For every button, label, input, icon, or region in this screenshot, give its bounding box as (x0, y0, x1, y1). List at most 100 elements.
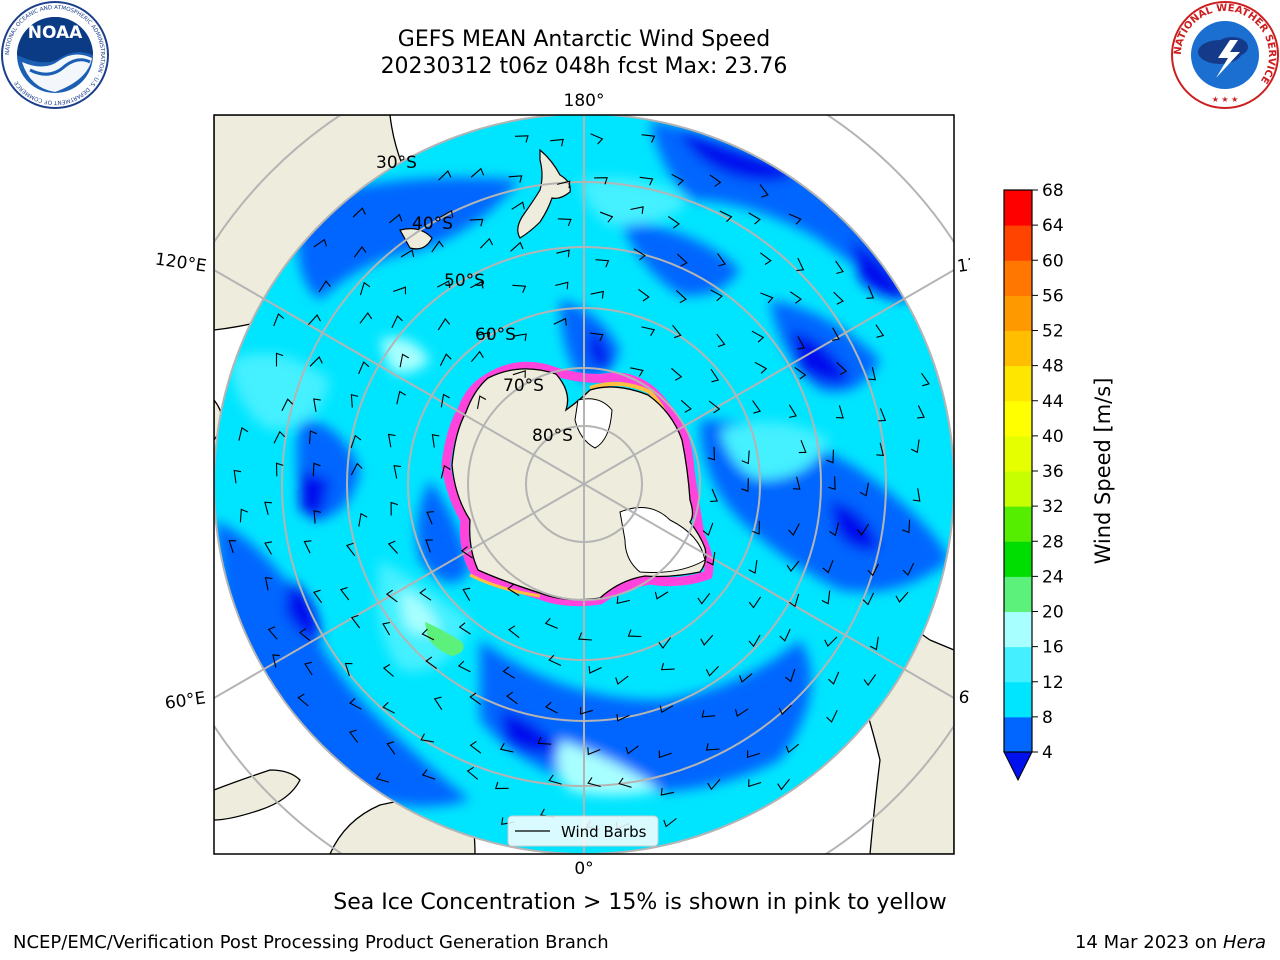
wind-barb (228, 540, 237, 554)
wind-barb (419, 588, 432, 601)
wind-barb (748, 634, 761, 648)
wind-barb (396, 390, 406, 405)
colorbar-band (1004, 716, 1032, 753)
wind-barb (545, 701, 558, 714)
colorbar-tick-label: 68 (1042, 181, 1064, 201)
wind-barb (759, 184, 769, 198)
colorbar-tick-label: 36 (1042, 462, 1064, 482)
wind-barb (510, 241, 524, 252)
wind-barb (387, 433, 396, 448)
colorbar-band (1004, 646, 1032, 683)
wind-barb (700, 634, 714, 646)
wind-barb (350, 434, 362, 449)
wind-barb (627, 629, 642, 638)
colorbar-band (1004, 260, 1032, 296)
wind-barb (921, 372, 930, 387)
wind-barb (641, 326, 656, 336)
wind-barb-legend: Wind Barbs (507, 815, 659, 847)
wind-barb (555, 281, 569, 290)
wind-barb (358, 361, 370, 375)
wind-barb (275, 352, 284, 367)
wind-barb (710, 289, 723, 302)
colorbar-tick-label: 56 (1042, 286, 1064, 306)
wind-barb (458, 622, 471, 635)
wind-barb (590, 133, 604, 145)
wind-barb (553, 317, 567, 326)
wind-barb (660, 662, 675, 671)
wind-barb (462, 587, 471, 602)
wind-barb (298, 628, 311, 642)
lat-label-30s: 30°S (376, 153, 417, 173)
wind-barb (544, 617, 558, 629)
wind-barb (876, 442, 885, 457)
colorbar-tick-label: 60 (1042, 251, 1064, 271)
wind-barb (902, 519, 911, 534)
wind-barb (437, 317, 451, 331)
colorbar-tick-label: 48 (1042, 357, 1064, 377)
map-title: GEFS MEAN Antarctic Wind Speed (397, 27, 771, 52)
wind-barb (716, 333, 726, 348)
wind-barb (272, 654, 280, 668)
wind-barb (752, 400, 761, 414)
wind-barb (312, 589, 323, 604)
lon-label-180: 180° (564, 91, 605, 111)
wind-barb (697, 592, 711, 605)
wind-barb (824, 636, 838, 648)
wind-barb (863, 674, 877, 687)
colorbar-band (1004, 506, 1032, 542)
wind-barb (594, 177, 608, 185)
wind-barb (382, 621, 391, 636)
wind-barb (313, 238, 327, 248)
wind-barb (616, 596, 631, 605)
wind-barb (707, 446, 716, 461)
wind-barb (400, 249, 415, 258)
lon-label-0: 0° (574, 859, 593, 879)
wind-barb (710, 488, 719, 502)
wind-barb (511, 201, 525, 210)
footer-host: Hera (1222, 932, 1266, 953)
wind-barb (348, 729, 359, 743)
wind-barb (578, 632, 592, 641)
wind-barb (309, 356, 323, 367)
wind-barb (433, 696, 443, 711)
lat-label-80s: 80°S (532, 426, 573, 446)
wind-barb (513, 333, 527, 341)
wind-barb (590, 290, 604, 299)
wind-barb (717, 253, 726, 267)
wind-barb (470, 167, 485, 178)
wind-barb (910, 439, 920, 454)
wind-barb (275, 462, 284, 477)
colorbar-band (1004, 330, 1032, 367)
wind-barb (658, 750, 672, 759)
wind-barb (508, 175, 523, 183)
svg-text:★ ★ ★: ★ ★ ★ (1212, 95, 1239, 104)
colorbar-tick-label: 24 (1042, 567, 1064, 587)
wind-barb (297, 693, 309, 707)
wind-barb (833, 291, 844, 305)
wind-barb (701, 709, 716, 718)
wind-barb (902, 562, 915, 576)
wind-barb (625, 745, 639, 755)
map-subtitle: 20230312 t06z 048h fcst Max: 23.76 (380, 54, 788, 79)
colorbar-tick-label: 44 (1042, 392, 1064, 412)
wind-barb (346, 542, 356, 557)
wind-barb (654, 591, 669, 600)
wind-barb (778, 704, 792, 716)
wind-barb (350, 462, 363, 476)
wind-barb (796, 257, 805, 272)
wind-barb (312, 462, 321, 477)
noaa-logo: NATIONAL OCEANIC AND ATMOSPHERIC ADMINIS… (1, 1, 109, 109)
colorbar-tick-label: 20 (1042, 603, 1064, 623)
wind-barb (238, 427, 249, 441)
wind-barb (752, 520, 760, 535)
wind-barb (350, 393, 359, 408)
wind-barb (828, 476, 836, 491)
wind-barb (431, 434, 440, 448)
wind-barb (537, 736, 552, 745)
colorbar-tick-label: 4 (1042, 743, 1053, 763)
lon-label-120w: 120°W (956, 249, 970, 277)
wind-barb (359, 312, 373, 324)
sea-ice-edge (441, 361, 714, 607)
wind-barb (707, 779, 721, 791)
